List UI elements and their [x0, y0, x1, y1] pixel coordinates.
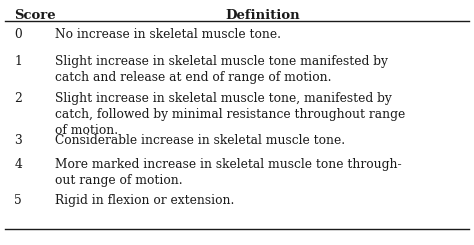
Text: Considerable increase in skeletal muscle tone.: Considerable increase in skeletal muscle… — [55, 134, 345, 147]
Text: 0: 0 — [14, 28, 22, 41]
Text: Slight increase in skeletal muscle tone, manifested by
catch, followed by minima: Slight increase in skeletal muscle tone,… — [55, 92, 405, 137]
Text: 3: 3 — [14, 134, 22, 147]
Text: Slight increase in skeletal muscle tone manifested by
catch and release at end o: Slight increase in skeletal muscle tone … — [55, 55, 387, 84]
Text: Rigid in flexion or extension.: Rigid in flexion or extension. — [55, 194, 234, 207]
Text: No increase in skeletal muscle tone.: No increase in skeletal muscle tone. — [55, 28, 281, 41]
Text: 1: 1 — [14, 55, 22, 68]
Text: More marked increase in skeletal muscle tone through-
out range of motion.: More marked increase in skeletal muscle … — [55, 158, 401, 187]
Text: 2: 2 — [14, 92, 22, 105]
Text: 4: 4 — [14, 158, 22, 171]
Text: 5: 5 — [14, 194, 22, 207]
Text: Definition: Definition — [226, 9, 301, 22]
Text: Score: Score — [14, 9, 56, 22]
